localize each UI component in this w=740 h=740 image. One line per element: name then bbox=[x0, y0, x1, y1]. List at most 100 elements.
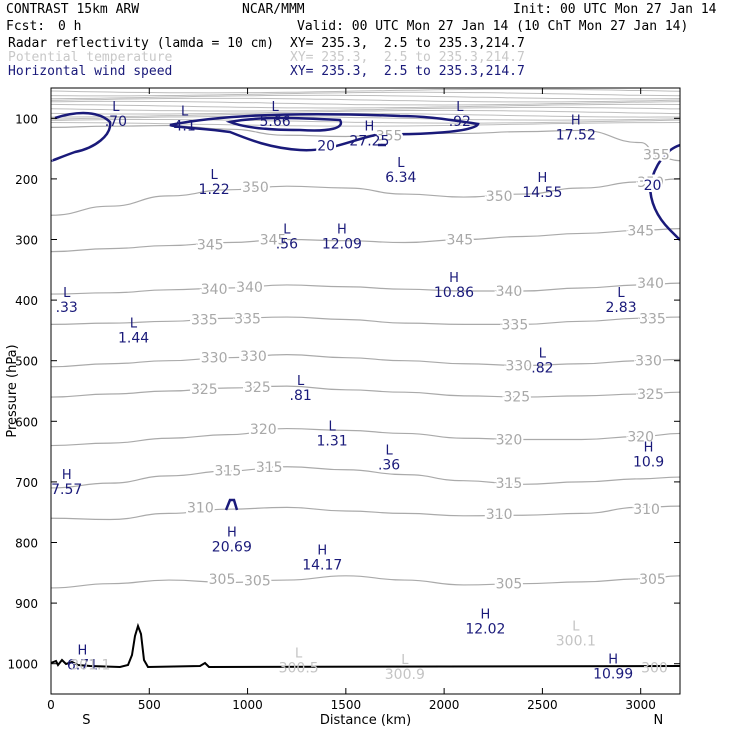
theta-contour-line bbox=[51, 178, 680, 216]
x-tick-label: 3000 bbox=[625, 698, 656, 712]
theta-contour-label: 315 bbox=[496, 476, 523, 492]
theta-contour-line bbox=[51, 354, 680, 368]
theta-contours bbox=[51, 124, 680, 589]
theta-contour-label: 345 bbox=[627, 223, 654, 239]
theta-contour-label: 325 bbox=[244, 380, 271, 396]
theta-extremum-type: L bbox=[572, 619, 580, 634]
theta-contour-line bbox=[51, 575, 680, 589]
x-tick-label: 500 bbox=[138, 698, 161, 712]
contour-labels: 305 305 305 305 310 310 310 315 315 315 320 320 320 3… bbox=[51, 100, 672, 683]
theta-contour-line bbox=[51, 282, 680, 295]
theta-extremum-value: 300.9 bbox=[385, 667, 425, 683]
wind-extremum-value: .70 bbox=[105, 114, 127, 130]
wind-extremum-type: H bbox=[62, 468, 72, 483]
wind-extremum-value: 14.17 bbox=[302, 558, 342, 574]
theta-contour-label: 305 bbox=[209, 572, 236, 588]
jet-wind-contour-main bbox=[169, 113, 480, 152]
wind-extremum-value: 10.86 bbox=[434, 285, 474, 301]
theta-contour-label: 330 bbox=[635, 354, 662, 370]
theta-contour-label: 350 bbox=[486, 189, 513, 205]
theta-contour-line bbox=[51, 427, 680, 447]
x-tick-label: 1000 bbox=[232, 698, 263, 712]
header-init: Init: 00 UTC Mon 27 Jan 14 bbox=[513, 2, 717, 17]
wind-extremum-type: L bbox=[63, 286, 71, 301]
wind-extremum-value: .36 bbox=[378, 458, 400, 474]
wind-extremum-value: 6.34 bbox=[385, 170, 416, 186]
wind-extremum-value: .33 bbox=[56, 300, 78, 316]
header-model: CONTRAST 15km ARW bbox=[6, 2, 140, 17]
theta-contour-label: 305 bbox=[496, 577, 523, 593]
field-theta-name: Potential temperature bbox=[8, 50, 173, 65]
wind-extremum-value: .56 bbox=[276, 236, 298, 252]
wind-extremum-value: 5.66 bbox=[259, 114, 290, 130]
theta-contour-label: 340 bbox=[201, 282, 228, 298]
wind-extremum-value: .81 bbox=[290, 388, 312, 404]
theta-contour-label: 315 bbox=[215, 463, 242, 479]
plot-frame bbox=[50, 87, 681, 695]
east-wind-contour bbox=[648, 143, 680, 241]
theta-contour-label: 345 bbox=[197, 237, 224, 253]
field-wind-xy: XY= 235.3, 2.5 to 235.3,214.7 bbox=[290, 64, 525, 79]
theta-contour-label: 325 bbox=[637, 387, 664, 403]
wind-extremum-value: 1.31 bbox=[316, 433, 347, 449]
wind-extremum-value: 7.57 bbox=[51, 482, 82, 498]
wind-extremum-type: L bbox=[328, 419, 336, 434]
wind-extremum-type: H bbox=[78, 644, 88, 659]
theta-contour-label: 350 bbox=[637, 175, 664, 191]
wind-extremum-type: L bbox=[211, 168, 219, 183]
theta-contour-label: 325 bbox=[191, 382, 218, 398]
theta-extremum-value: 300 bbox=[641, 661, 668, 677]
wind-extremum-type: H bbox=[449, 271, 459, 286]
theta-contour-label: 330 bbox=[201, 351, 228, 367]
wind-extremum-value: 17.52 bbox=[556, 127, 596, 143]
y-tick-label: 400 bbox=[15, 294, 38, 308]
wind-extremum-type: L bbox=[539, 347, 547, 362]
terrain-line bbox=[51, 622, 680, 669]
theta-contour-label: 305 bbox=[244, 574, 271, 590]
theta-contour-label: 330 bbox=[240, 349, 267, 365]
upper-theta-line bbox=[51, 88, 680, 94]
theta-contour-label: 320 bbox=[250, 422, 277, 438]
y-axis-title: Pressure (hPa) bbox=[5, 344, 20, 437]
wind-extremum-type: H bbox=[644, 441, 654, 456]
theta-contour-label: 355 bbox=[643, 148, 670, 164]
header-valid: Valid: 00 UTC Mon 27 Jan 14 (10 ChT Mon … bbox=[297, 19, 689, 34]
wind-extremum-type: L bbox=[181, 104, 189, 119]
theta-contour-label: 310 bbox=[633, 502, 660, 518]
wind-extremum-type: L bbox=[385, 444, 393, 459]
upper-theta-line bbox=[51, 103, 680, 109]
theta-extremum-type: L bbox=[401, 653, 409, 668]
theta-extremum-value: 300.1 bbox=[556, 633, 596, 649]
x-tick-label: 2000 bbox=[429, 698, 460, 712]
wind-extremum-type: L bbox=[271, 100, 279, 115]
y-tick-label: 600 bbox=[15, 415, 38, 429]
theta-contour-label: 345 bbox=[260, 233, 287, 249]
field-wind-name: Horizontal wind speed bbox=[8, 64, 173, 79]
wind-extremum-value: 4.1 bbox=[174, 118, 196, 134]
y-tick-label: 1000 bbox=[7, 658, 38, 672]
header-org: NCAR/MMM bbox=[242, 2, 305, 17]
theta-contour-label: 335 bbox=[234, 311, 261, 327]
wind-extremum-value: 12.09 bbox=[322, 236, 362, 252]
upper-theta-line bbox=[51, 100, 680, 106]
upper-theta-line bbox=[51, 112, 680, 118]
wind-extremum-value: 6.71 bbox=[67, 658, 98, 674]
low-wind-contour bbox=[224, 498, 239, 511]
jet-wind-contour bbox=[51, 111, 112, 162]
wind-extremum-type: L bbox=[283, 222, 291, 237]
wind-extremum-value: 2.83 bbox=[605, 300, 636, 316]
upper-theta-line bbox=[51, 94, 680, 100]
y-tick-label: 700 bbox=[15, 476, 38, 490]
field-reflectivity-xy: XY= 235.3, 2.5 to 235.3,214.7 bbox=[290, 36, 525, 51]
x-tick-label: 0 bbox=[47, 698, 55, 712]
theta-contour-label: 350 bbox=[242, 180, 269, 196]
upper-theta-line bbox=[51, 122, 680, 127]
y-tick-label: 800 bbox=[15, 537, 38, 551]
theta-contour-label: 325 bbox=[503, 389, 530, 405]
wind-extremum-type: L bbox=[397, 156, 405, 171]
wind-contour-label: 20 bbox=[644, 178, 662, 194]
theta-contour-line bbox=[51, 227, 680, 253]
theta-contour-label: 340 bbox=[637, 276, 664, 292]
y-tick-label: 200 bbox=[15, 173, 38, 187]
